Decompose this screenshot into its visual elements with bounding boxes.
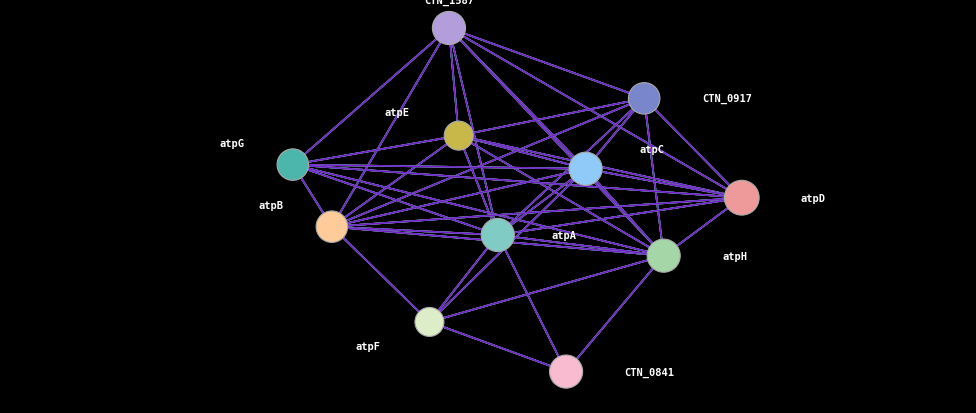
Text: atpA: atpA: [551, 230, 577, 240]
Ellipse shape: [724, 181, 759, 216]
Ellipse shape: [277, 150, 308, 181]
Ellipse shape: [549, 355, 583, 388]
Ellipse shape: [647, 240, 680, 273]
Text: atpD: atpD: [800, 193, 826, 203]
Ellipse shape: [481, 219, 514, 252]
Ellipse shape: [415, 308, 444, 337]
Text: atpF: atpF: [355, 341, 381, 351]
Ellipse shape: [316, 211, 347, 243]
Text: CTN_0917: CTN_0917: [703, 94, 752, 104]
Ellipse shape: [432, 12, 466, 45]
Text: atpG: atpG: [219, 139, 244, 149]
Ellipse shape: [444, 122, 473, 151]
Ellipse shape: [569, 153, 602, 186]
Text: CTN_1587: CTN_1587: [424, 0, 474, 6]
Text: CTN_0841: CTN_0841: [625, 367, 674, 377]
Text: atpH: atpH: [722, 251, 748, 261]
Text: atpE: atpE: [385, 108, 410, 118]
Text: atpB: atpB: [258, 201, 283, 211]
Text: atpC: atpC: [639, 145, 665, 155]
Ellipse shape: [629, 83, 660, 115]
